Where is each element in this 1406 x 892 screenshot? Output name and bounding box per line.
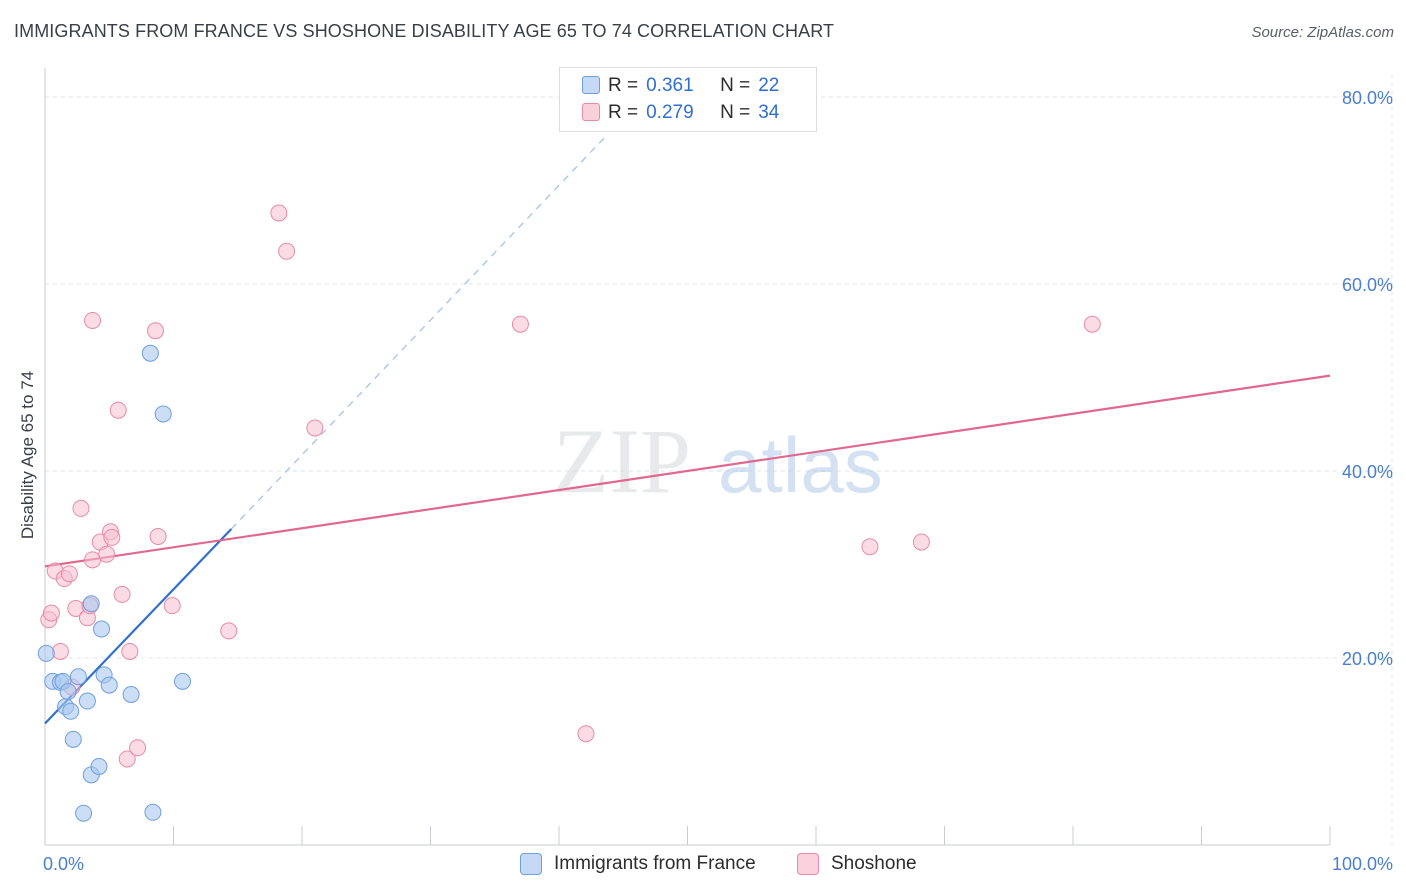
axes: [44, 68, 1331, 846]
france-point: [62, 702, 80, 720]
r-value: 0.279: [646, 102, 694, 123]
france-legend-swatch: [520, 853, 542, 875]
shoshone-point: [306, 419, 324, 437]
france-point: [90, 757, 108, 775]
y-axis-label: Disability Age 65 to 74: [18, 371, 37, 539]
x-tick-label: 0.0%: [43, 854, 84, 874]
france-point: [154, 405, 172, 423]
shoshone-trend-line: [44, 374, 1331, 568]
france-swatch: [582, 76, 600, 94]
y-tick-label: 60.0%: [1342, 275, 1393, 295]
france-point: [93, 620, 111, 638]
n-value: 22: [758, 75, 780, 96]
shoshone-point: [113, 585, 131, 603]
france-point: [122, 685, 140, 703]
shoshone-point: [98, 545, 116, 563]
y-tick-label: 80.0%: [1342, 88, 1393, 108]
shoshone-point: [147, 322, 165, 340]
watermark-atlas: atlas: [718, 421, 883, 509]
shoshone-point: [51, 642, 69, 660]
france-point: [64, 730, 82, 748]
france-point: [78, 692, 96, 710]
tick-labels: 20.0% 40.0% 60.0% 80.0% 0.0% 100.0%: [43, 88, 1393, 874]
r-label: R =: [608, 75, 639, 96]
shoshone-swatch: [582, 103, 600, 121]
shoshone-point: [278, 242, 296, 260]
y-tick-label: 40.0%: [1342, 462, 1393, 482]
shoshone-point: [220, 622, 238, 640]
shoshone-point: [270, 204, 288, 222]
france-point: [37, 644, 55, 662]
shoshone-point: [577, 725, 595, 743]
shoshone-point: [129, 739, 147, 757]
shoshone-point: [84, 311, 102, 329]
r-value: 0.361: [646, 75, 694, 96]
france-point: [82, 595, 100, 613]
grid: [45, 75, 1393, 845]
n-label: N =: [720, 75, 751, 96]
france-point: [144, 803, 162, 821]
source-note: Source: ZipAtlas.com: [1251, 24, 1394, 41]
france-point: [69, 668, 87, 686]
chart-title: IMMIGRANTS FROM FRANCE VS SHOSHONE DISAB…: [14, 21, 835, 41]
france-point: [173, 672, 191, 690]
shoshone-point: [861, 538, 879, 556]
shoshone-point: [60, 565, 78, 583]
france-point: [100, 676, 118, 694]
shoshone-point: [109, 401, 127, 419]
r-label: R =: [608, 102, 639, 123]
france-point: [75, 804, 93, 822]
shoshone-point: [149, 527, 167, 545]
stats-row-shoshone: R = 0.279 N = 34: [582, 101, 826, 125]
watermark-zip: ZIP: [553, 410, 691, 512]
france-trend-extension: [230, 137, 605, 530]
shoshone-point: [163, 597, 181, 615]
y-tick-label: 20.0%: [1342, 649, 1393, 669]
shoshone-point: [72, 499, 90, 517]
x-tick-label: 100.0%: [1332, 854, 1393, 874]
shoshone-point: [84, 551, 102, 569]
france-legend-label: Immigrants from France: [554, 853, 756, 874]
shoshone-point: [912, 533, 930, 551]
n-label: N =: [720, 102, 751, 123]
stats-row-france: R = 0.361 N = 22: [582, 74, 826, 98]
shoshone-legend-label: Shoshone: [831, 853, 917, 874]
shoshone-point: [1083, 315, 1101, 333]
shoshone-legend-swatch: [797, 853, 819, 875]
legend-item-shoshone: Shoshone: [797, 851, 917, 877]
stats-legend: R = 0.361 N = 22 R = 0.279 N = 34: [559, 67, 817, 132]
shoshone-point: [103, 528, 121, 546]
legend-item-france: Immigrants from France: [520, 851, 756, 877]
shoshone-point: [118, 750, 136, 768]
france-point: [141, 344, 159, 362]
france-point: [59, 683, 77, 701]
shoshone-point: [121, 642, 139, 660]
shoshone-point: [42, 604, 60, 622]
data-points: [37, 204, 1101, 822]
shoshone-point: [511, 315, 529, 333]
n-value: 34: [758, 102, 780, 123]
watermark: ZIP atlas: [553, 410, 883, 512]
